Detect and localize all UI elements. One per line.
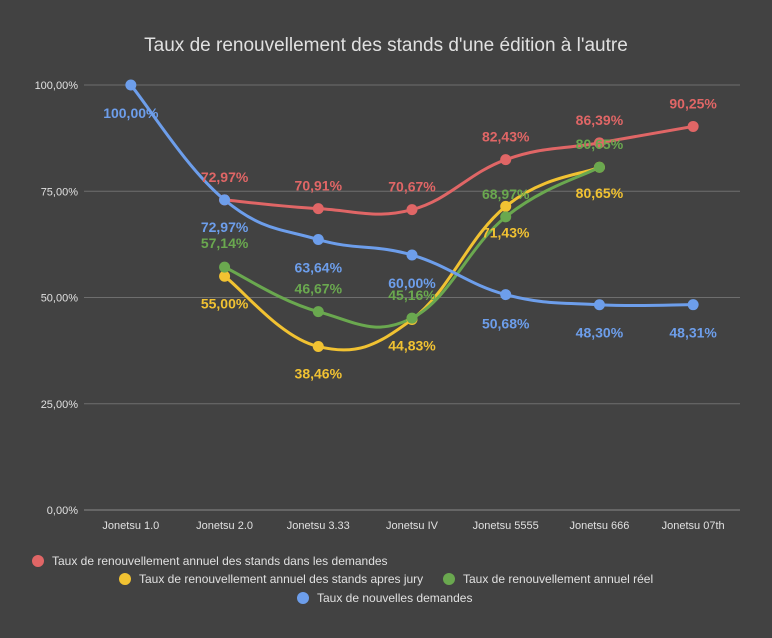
data-point [500, 154, 512, 166]
data-point [500, 211, 512, 223]
data-labels: 72,97% 70,91% 70,67% 82,43% 86,39% 90,25% 55,0… [103, 95, 717, 381]
data-point [219, 261, 231, 273]
data-label: 48,31% [669, 325, 717, 341]
y-tick-label: 75,00% [41, 186, 79, 198]
data-point [219, 194, 231, 206]
data-label: 50,68% [482, 316, 530, 332]
data-label: 48,30% [576, 325, 624, 341]
data-label: 80,65% [576, 185, 624, 201]
data-point [406, 312, 418, 324]
legend-item[interactable]: Taux de renouvellement annuel des stands… [119, 572, 423, 586]
data-label: 44,83% [388, 337, 436, 353]
y-tick-label: 50,00% [41, 293, 79, 305]
legend-item[interactable]: Taux de nouvelles demandes [297, 591, 472, 605]
data-label: 70,91% [295, 178, 343, 194]
legend-marker [443, 573, 455, 585]
data-label: 70,67% [388, 179, 436, 195]
data-label: 45,16% [388, 287, 436, 303]
x-tick-label: Jonetsu IV [386, 520, 439, 532]
x-tick-label: Jonetsu 666 [569, 520, 629, 532]
data-point [687, 120, 699, 132]
x-axis-ticks: Jonetsu 1.0 Jonetsu 2.0 Jonetsu 3.33 Jonets… [102, 520, 724, 532]
data-point [500, 200, 512, 212]
legend-label: Taux de renouvellement annuel réel [463, 572, 653, 586]
data-point [593, 137, 605, 149]
data-label: 60,00% [388, 275, 436, 291]
y-tick-label: 25,00% [41, 399, 79, 411]
data-label: 72,97% [201, 219, 249, 235]
x-tick-label: Jonetsu 2.0 [196, 520, 253, 532]
legend-label: Taux de renouvellement annuel des stands… [139, 572, 423, 586]
legend-marker [119, 573, 131, 585]
legend-marker [32, 555, 44, 567]
data-point [500, 289, 512, 301]
x-tick-label: Jonetsu 1.0 [102, 520, 159, 532]
data-label: 57,14% [201, 235, 249, 251]
data-point [125, 79, 137, 91]
data-label: 71,43% [482, 224, 530, 240]
data-label: 90,25% [669, 95, 717, 111]
data-label: 72,97% [201, 169, 249, 185]
data-point [312, 234, 324, 246]
y-tick-label: 0,00% [47, 505, 78, 517]
data-point [406, 204, 418, 216]
y-axis-ticks: 0,00% 25,00% 50,00% 75,00% 100,00% [35, 80, 79, 517]
legend-marker [297, 592, 309, 604]
data-points [125, 79, 699, 353]
legend-label: Taux de nouvelles demandes [317, 591, 472, 605]
legend-item[interactable]: Taux de renouvellement annuel réel [443, 572, 653, 586]
x-tick-label: Jonetsu 3.33 [287, 520, 350, 532]
data-label: 86,39% [576, 112, 624, 128]
y-tick-label: 100,00% [35, 80, 79, 92]
legend[interactable]: Taux de renouvellement annuel des stands… [32, 554, 653, 605]
legend-label: Taux de renouvellement annuel des stands… [52, 554, 388, 568]
data-point [312, 341, 324, 353]
series-line [223, 124, 695, 216]
data-point [406, 249, 418, 261]
data-label: 82,43% [482, 129, 530, 145]
data-point [687, 299, 699, 311]
data-label: 63,64% [295, 260, 343, 276]
data-label: 46,67% [295, 281, 343, 297]
data-point [312, 306, 324, 318]
data-label: 55,00% [201, 295, 249, 311]
data-label: 68,97% [482, 186, 530, 202]
legend-item[interactable]: Taux de renouvellement annuel des stands… [32, 554, 388, 568]
data-point [219, 270, 231, 282]
data-point [593, 161, 605, 173]
grid-lines [84, 84, 740, 511]
data-label: 100,00% [103, 105, 159, 121]
data-point [312, 203, 324, 215]
x-tick-label: Jonetsu 5555 [473, 520, 539, 532]
data-point [593, 299, 605, 311]
x-tick-label: Jonetsu 07th [662, 520, 725, 532]
chart-title: Taux de renouvellement des stands d'une … [144, 35, 628, 56]
data-label: 38,46% [295, 366, 343, 382]
data-label: 80,65% [576, 136, 624, 152]
